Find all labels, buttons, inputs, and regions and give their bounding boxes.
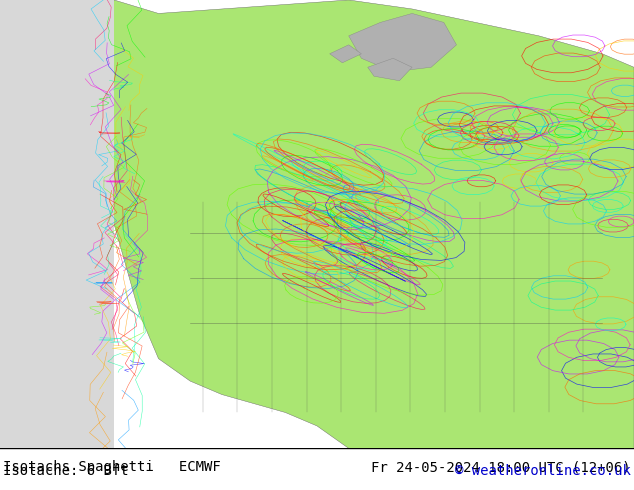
Polygon shape bbox=[76, 0, 634, 448]
Polygon shape bbox=[349, 13, 456, 72]
Text: Fr 24-05-2024 18:00 UTC (12+06): Fr 24-05-2024 18:00 UTC (12+06) bbox=[371, 460, 631, 474]
Polygon shape bbox=[330, 45, 361, 63]
Polygon shape bbox=[368, 58, 412, 81]
Text: © weatheronline.co.uk: © weatheronline.co.uk bbox=[455, 465, 631, 478]
Text: Isotachs Spaghetti   ECMWF: Isotachs Spaghetti ECMWF bbox=[3, 460, 221, 474]
Text: Isotache: 6 Bft: Isotache: 6 Bft bbox=[3, 465, 129, 478]
Polygon shape bbox=[0, 0, 114, 448]
